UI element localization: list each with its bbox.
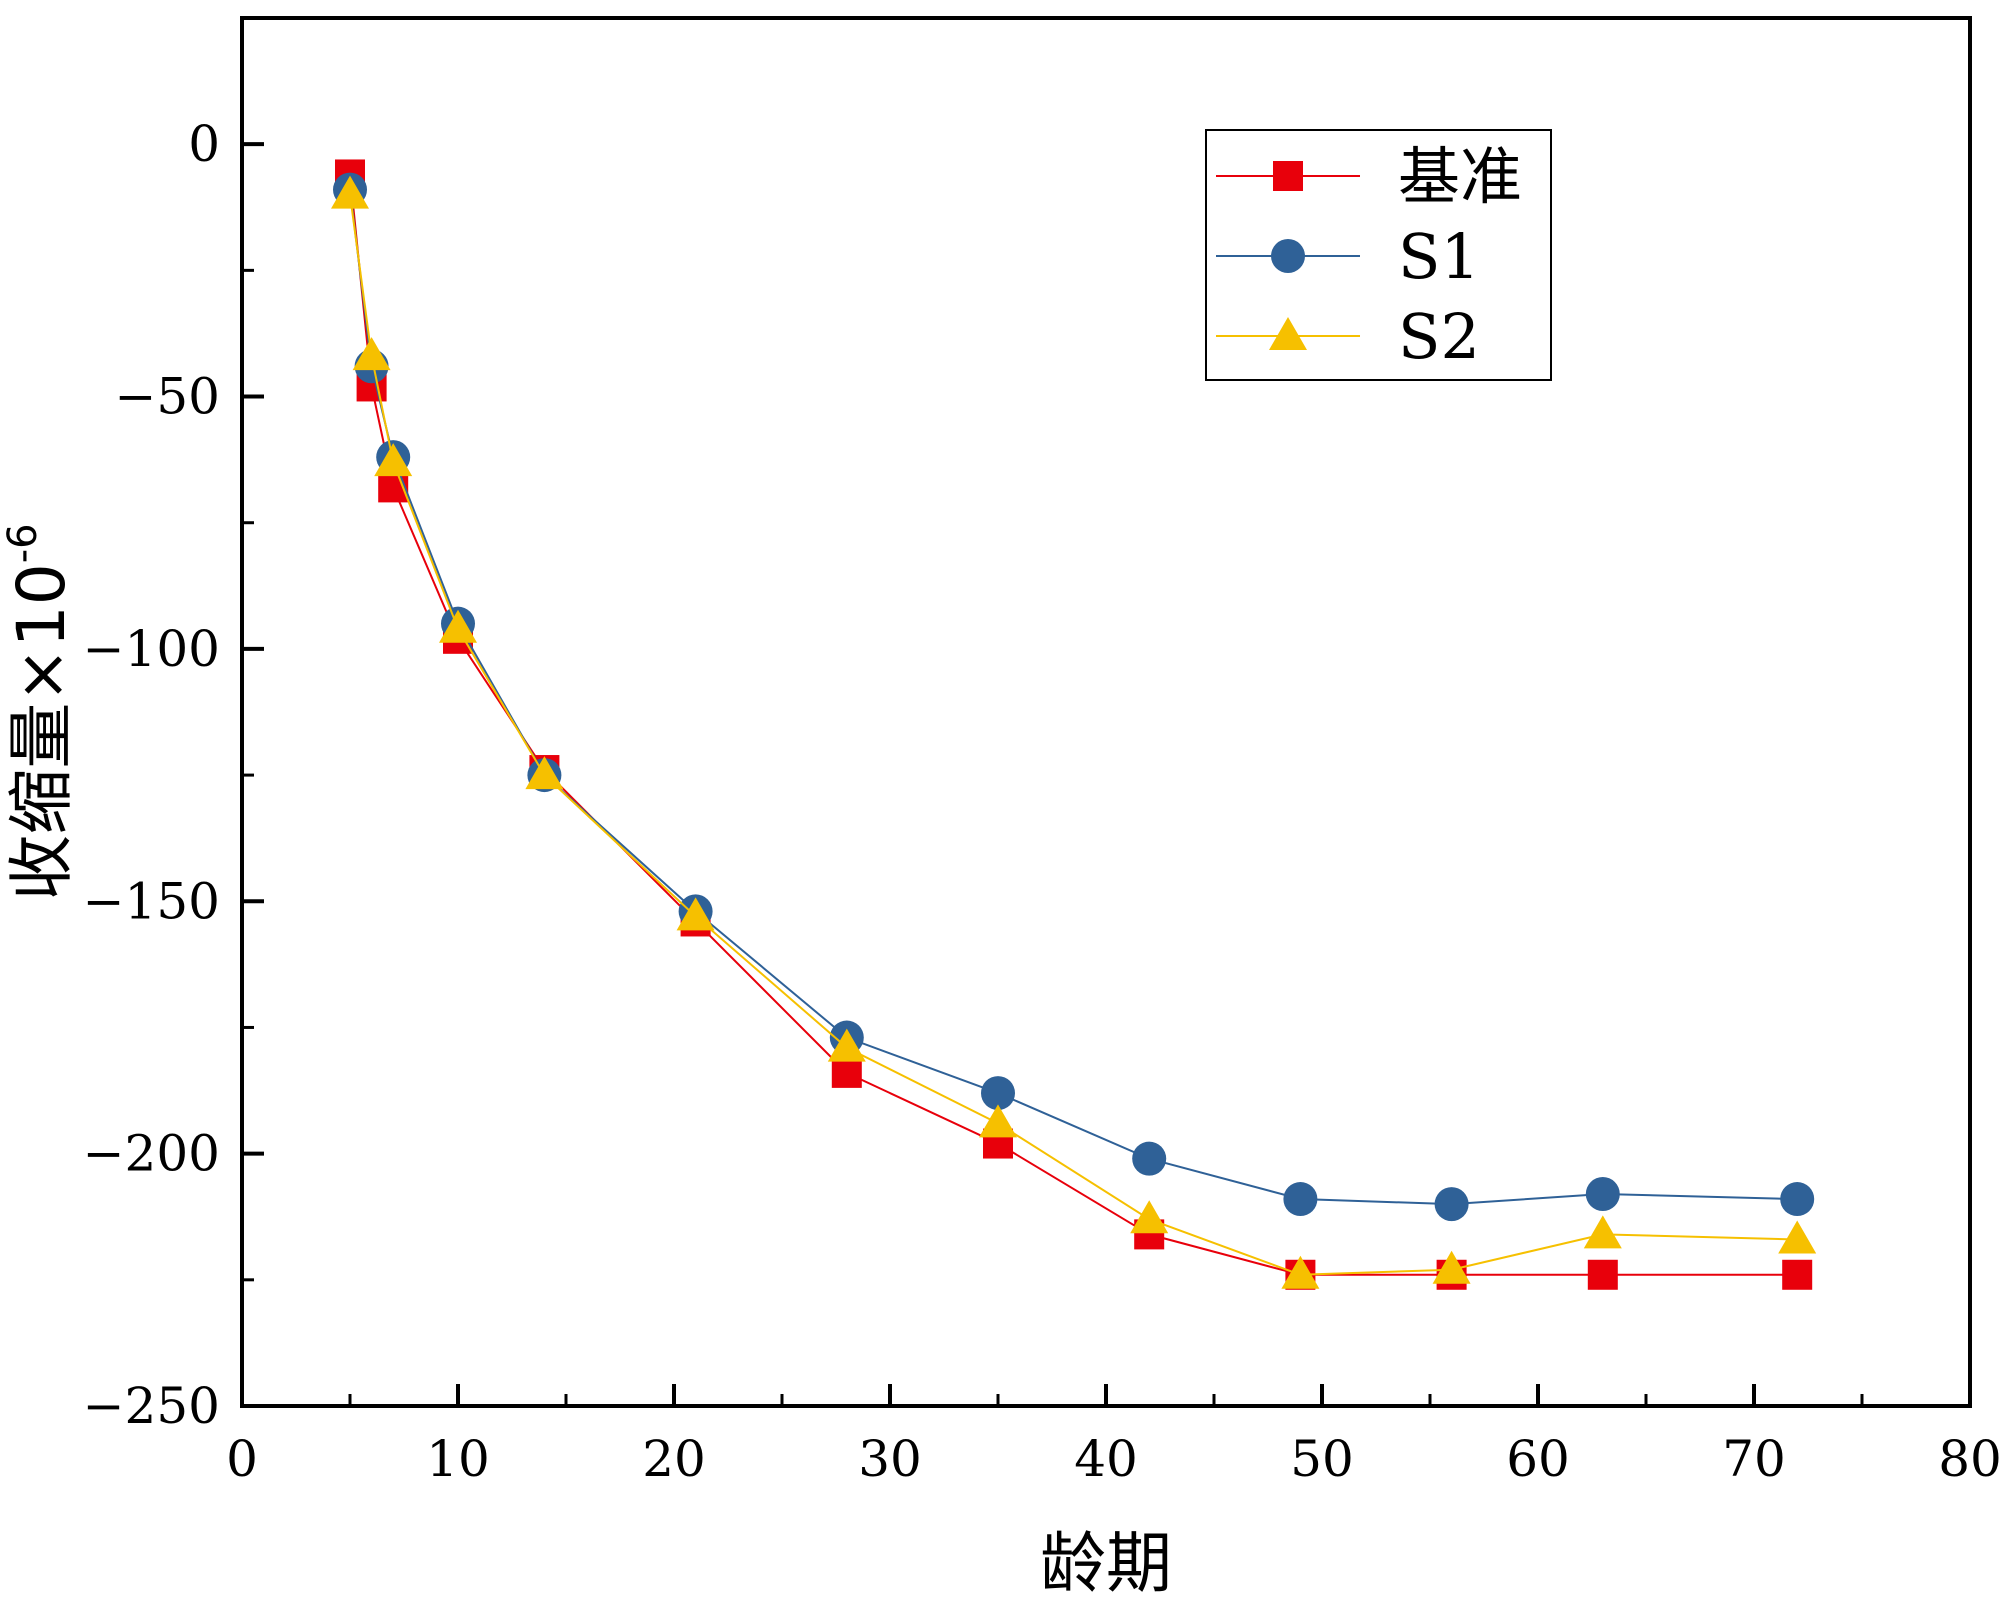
- legend-entry: 基准: [1216, 140, 1522, 213]
- y-tick-label: −250: [83, 1377, 220, 1435]
- data-point: [525, 756, 564, 790]
- data-point: [1585, 1177, 1620, 1212]
- series-line: [349, 194, 1798, 1276]
- y-tick-label: −50: [114, 368, 220, 426]
- series-2: [333, 172, 1815, 1222]
- x-axis-ticks: 0 10 20 30 40 50 60 70 80: [226, 1384, 2000, 1488]
- x-axis-title: 龄期: [1040, 1525, 1172, 1599]
- series-layer: [331, 159, 1817, 1290]
- data-point: [1281, 1255, 1320, 1289]
- data-point: [331, 175, 369, 209]
- series-1: [335, 159, 1813, 1290]
- legend-label: S2: [1398, 300, 1480, 373]
- y-axis-title: 收缩量×10-6: [0, 523, 80, 900]
- legend-label: S1: [1398, 220, 1480, 293]
- x-tick-label: 80: [1938, 1430, 2000, 1488]
- data-point: [831, 1057, 862, 1088]
- y-axis-title-main: 收缩量×10: [3, 563, 80, 900]
- data-point: [676, 897, 715, 931]
- data-point: [374, 443, 413, 477]
- x-tick-label: 60: [1506, 1430, 1570, 1488]
- y-tick-label: −200: [83, 1125, 220, 1183]
- data-point: [1130, 1200, 1169, 1234]
- series-line: [349, 189, 1798, 1206]
- x-tick-label: 10: [426, 1430, 490, 1488]
- y-tick-label: −150: [83, 872, 220, 930]
- data-point: [827, 1028, 866, 1062]
- legend-label: 基准: [1398, 140, 1522, 213]
- data-point: [1587, 1259, 1618, 1290]
- x-tick-label: 50: [1290, 1430, 1354, 1488]
- data-point: [352, 337, 391, 371]
- y-tick-label: 0: [188, 115, 220, 173]
- series-line: [349, 174, 1798, 1276]
- data-point: [1434, 1187, 1469, 1222]
- x-tick-label: 30: [858, 1430, 922, 1488]
- legend-marker: [1271, 239, 1305, 273]
- y-tick-label: −100: [83, 620, 220, 678]
- x-tick-label: 0: [226, 1430, 258, 1488]
- data-point: [1782, 1259, 1813, 1290]
- data-point: [1132, 1141, 1167, 1176]
- data-point: [1780, 1182, 1815, 1217]
- legend-entry: S2: [1216, 300, 1480, 373]
- data-point: [439, 609, 477, 643]
- data-point: [1583, 1215, 1622, 1249]
- legend-marker: [1269, 317, 1307, 350]
- data-point: [981, 1076, 1015, 1111]
- y-axis-title-group: 收缩量×10-6: [0, 523, 80, 900]
- x-tick-label: 70: [1722, 1430, 1786, 1488]
- legend-entry: S1: [1216, 220, 1480, 293]
- legend-marker: [1273, 161, 1303, 191]
- x-tick-label: 40: [1074, 1430, 1138, 1488]
- series-3: [331, 175, 1817, 1289]
- y-axis-title-exponent: -6: [0, 523, 46, 563]
- data-point: [1283, 1182, 1318, 1217]
- data-point: [1432, 1250, 1471, 1284]
- data-point: [979, 1104, 1017, 1138]
- y-axis-ticks: 0 −50 −100 −150 −200 −250: [83, 115, 264, 1435]
- x-tick-label: 20: [642, 1430, 706, 1488]
- data-point: [1778, 1220, 1817, 1254]
